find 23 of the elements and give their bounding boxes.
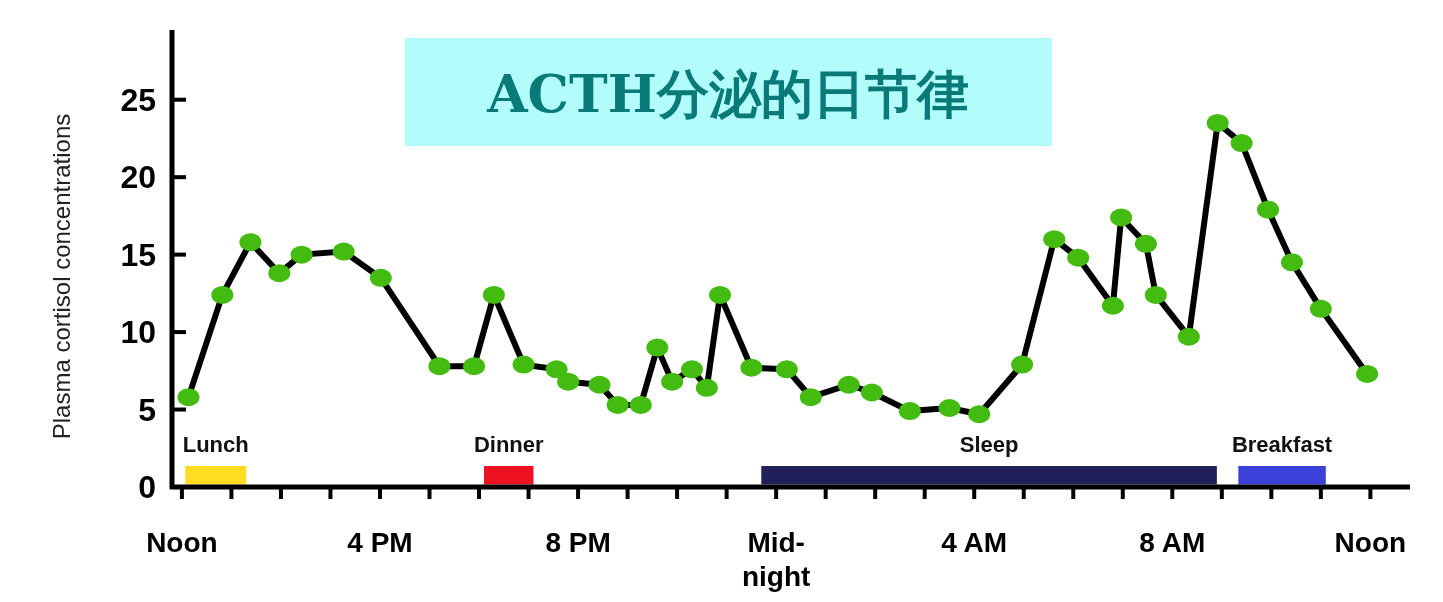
- x-tick-label: 8 AM: [1139, 527, 1206, 558]
- x-tick-label: Noon: [146, 527, 218, 558]
- band-label: Dinner: [473, 432, 544, 457]
- x-tick-label: 4 AM: [941, 527, 1008, 558]
- y-tick-label: 15: [120, 236, 156, 273]
- y-tick-label: 5: [138, 391, 156, 428]
- band-label: Breakfast: [1231, 432, 1333, 457]
- band: Lunch: [182, 432, 249, 485]
- y-tick-label: 20: [120, 159, 156, 196]
- band-label: Lunch: [182, 432, 249, 457]
- y-tick-label: 0: [138, 469, 156, 505]
- band: Sleep: [761, 432, 1217, 485]
- x-tick-label: Noon: [1334, 527, 1407, 558]
- title: ACTH分泌的日节律: [405, 38, 1052, 146]
- x-tick-label: 8 PM: [545, 527, 611, 558]
- x-tick-label: Mid- night: [741, 527, 811, 592]
- y-tick-label: 25: [120, 81, 156, 118]
- x-tick-label: 4 PM: [347, 527, 413, 558]
- band: Dinner: [473, 432, 544, 485]
- y-axis-title: Plasma cortisol concentrations: [48, 113, 75, 440]
- band: Breakfast: [1231, 432, 1333, 485]
- y-tick-label: 10: [120, 314, 156, 351]
- band-label: Sleep: [959, 432, 1019, 457]
